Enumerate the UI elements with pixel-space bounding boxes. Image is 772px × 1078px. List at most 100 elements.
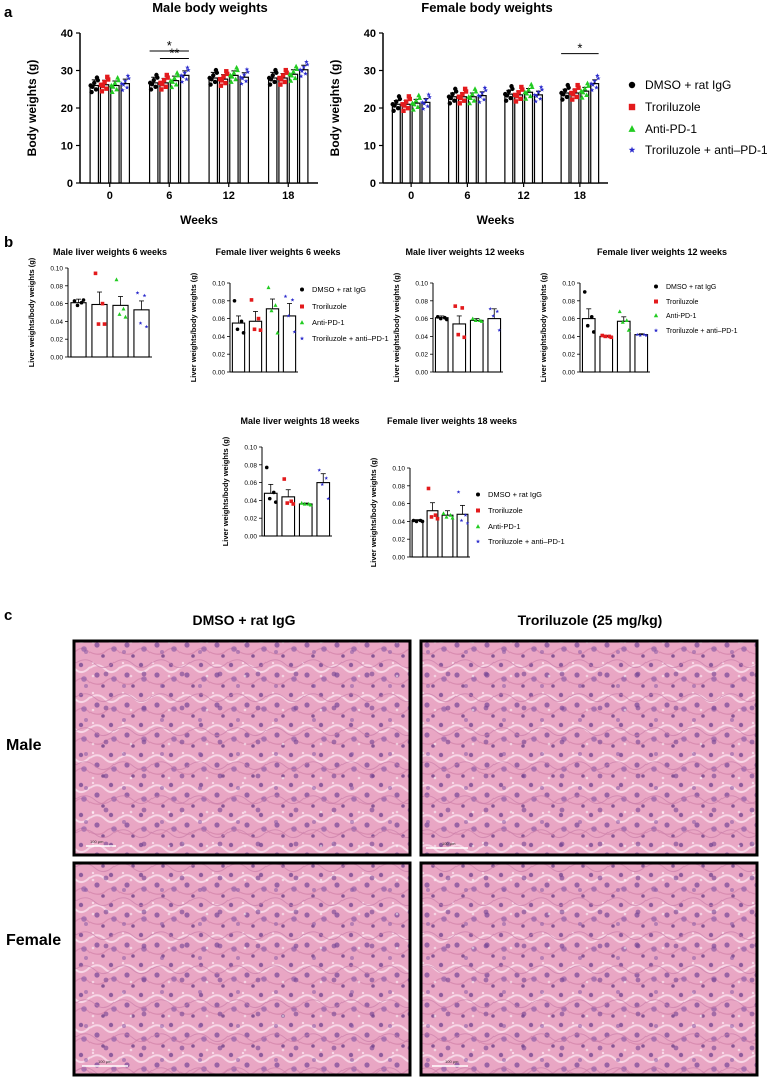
data-point [184, 76, 189, 82]
data-point [290, 297, 295, 302]
x-tick-label: 0 [408, 190, 414, 202]
data-point [153, 84, 158, 90]
data-point [416, 92, 422, 98]
data-point [576, 85, 581, 90]
bar [278, 77, 288, 184]
data-point [562, 88, 568, 93]
data-point [267, 496, 272, 501]
data-point [425, 103, 430, 109]
data-point [415, 104, 421, 110]
data-point [523, 96, 529, 101]
data-point [170, 79, 176, 84]
bar [133, 309, 150, 358]
y-tick-label: 40 [61, 28, 73, 40]
data-point [317, 468, 322, 472]
data-point [117, 312, 122, 316]
data-point [81, 298, 86, 302]
data-point [290, 68, 296, 74]
x-tick-label: 0 [107, 190, 113, 202]
data-point [479, 90, 485, 95]
data-point [298, 73, 304, 79]
bar [533, 94, 543, 184]
data-point [420, 106, 426, 111]
bar [316, 482, 331, 537]
y-tick-label: 0.08 [244, 462, 257, 469]
data-point [495, 309, 500, 314]
bar [514, 94, 524, 184]
data-point [453, 304, 458, 308]
y-tick-label: 20 [61, 103, 73, 115]
bar [634, 334, 649, 373]
data-point [283, 294, 288, 298]
data-point [160, 81, 165, 87]
scale-bar-label: 100 μm [98, 1059, 112, 1064]
data-point [403, 99, 409, 104]
bar [411, 102, 421, 184]
bar [504, 93, 514, 184]
bar [99, 84, 110, 184]
data-point [420, 519, 425, 524]
y-axis-label: Body weights (g) [25, 60, 39, 157]
data-point [536, 89, 541, 95]
data-point [96, 322, 101, 326]
data-point [288, 78, 294, 83]
y-tick-label: 30 [364, 66, 376, 78]
data-point [186, 67, 191, 73]
bar [411, 519, 424, 558]
data-point [289, 72, 295, 78]
data-point [282, 477, 287, 481]
data-point [603, 334, 608, 339]
data-point [228, 79, 234, 84]
legend-marker [653, 313, 659, 318]
significance-label: ** [169, 46, 179, 61]
data-point [135, 290, 140, 295]
y-tick-label: 0 [370, 178, 376, 190]
data-point [465, 521, 470, 525]
y-tick-label: 10 [61, 141, 73, 153]
chart-title: Female liver weights 18 weeks [387, 416, 517, 426]
data-point [644, 333, 649, 338]
data-point [575, 82, 580, 88]
data-point [514, 93, 520, 99]
data-point [278, 82, 283, 87]
data-point [258, 328, 263, 332]
bar [421, 101, 431, 184]
bar [239, 76, 250, 184]
data-point [565, 82, 570, 88]
bar [452, 323, 467, 373]
data-point [471, 98, 477, 103]
chart-male_body: Male body weights 0 10 20 30 40 Body weights (… [25, 0, 318, 227]
y-axis-label: Liver weights/body weights (g) [27, 257, 36, 367]
bar [467, 96, 477, 184]
data-point [450, 91, 455, 97]
data-point [223, 80, 228, 86]
bar [169, 80, 180, 184]
data-point [231, 70, 237, 75]
data-point [102, 79, 107, 85]
y-tick-label: 0.08 [212, 298, 225, 305]
data-point [213, 67, 219, 73]
legend-marker [653, 328, 659, 333]
data-point [467, 100, 473, 106]
legend-label: Anti-PD-1 [645, 122, 697, 136]
data-point [89, 89, 94, 95]
bar [590, 83, 600, 184]
data-point [303, 71, 308, 76]
data-point [590, 82, 596, 87]
legend-label: Troriluzole + anti–PD-1 [666, 328, 738, 335]
data-point [299, 68, 305, 73]
data-point [570, 92, 576, 97]
data-point [433, 513, 438, 517]
data-point [114, 277, 119, 282]
data-point [239, 319, 244, 324]
data-point [585, 323, 590, 328]
data-point [164, 72, 169, 78]
data-point [125, 73, 131, 78]
data-point [534, 93, 539, 99]
data-point [405, 105, 411, 111]
legend-marker [628, 103, 636, 111]
chart-male_liver_18: Male liver weights 18 weeks 0.00 0.02 0.04 0… [221, 416, 360, 546]
legend-marker [654, 299, 658, 304]
data-point [463, 513, 468, 517]
data-point [539, 87, 545, 92]
